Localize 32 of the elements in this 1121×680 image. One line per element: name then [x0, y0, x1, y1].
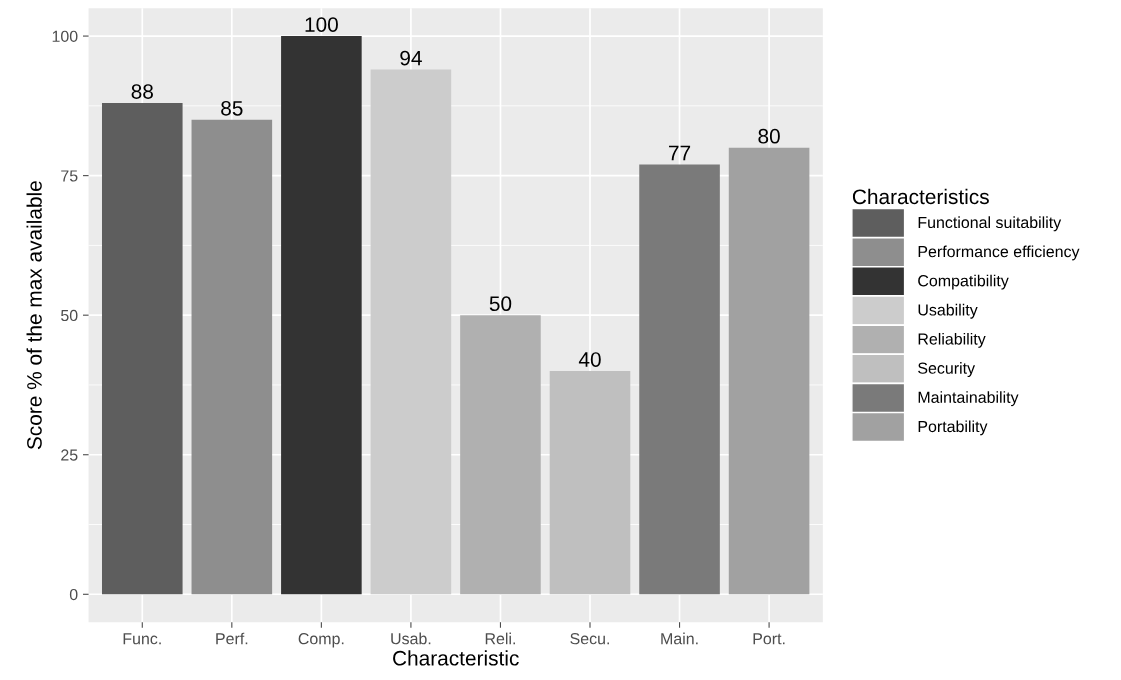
x-tick-label: Port. [753, 633, 785, 645]
y-tick-label: 100 [52, 30, 78, 43]
legend-label: Maintainability [918, 391, 1019, 407]
y-tick-label: 0 [69, 588, 78, 601]
x-axis-title: Characteristic [393, 650, 519, 666]
data-label: 40 [578, 352, 601, 367]
legend-label: Portability [918, 420, 988, 436]
x-tick-label: Main. [661, 632, 698, 645]
x-tick-label: Secu. [570, 633, 609, 645]
y-axis-title: Score % of the max available [26, 181, 42, 450]
legend-label: Compatibility [918, 274, 1009, 290]
y-tick-label: 50 [61, 309, 78, 322]
data-label: 88 [131, 84, 153, 99]
data-label: 100 [305, 17, 338, 32]
x-tick-label: Usab. [391, 632, 431, 645]
x-tick-label: Reli. [485, 632, 515, 645]
data-label: 50 [489, 296, 512, 312]
data-label: 85 [221, 100, 243, 116]
x-tick-label: Func. [123, 633, 161, 645]
x-tick-label: Comp. [298, 633, 344, 648]
x-tick-label: Perf. [216, 632, 248, 645]
data-label: 94 [400, 50, 422, 66]
data-label: 77 [669, 145, 691, 161]
legend-label: Reliability [918, 332, 986, 348]
legend-title: Characteristics [852, 188, 989, 205]
legend-label: Functional suitability [918, 216, 1062, 232]
y-tick-label: 75 [61, 170, 78, 182]
legend-label: Performance efficiency [918, 245, 1080, 261]
data-label: 80 [758, 128, 780, 144]
legend-label: Usability [918, 303, 978, 319]
y-tick-label: 25 [61, 449, 78, 461]
legend-label: Security [918, 362, 976, 377]
